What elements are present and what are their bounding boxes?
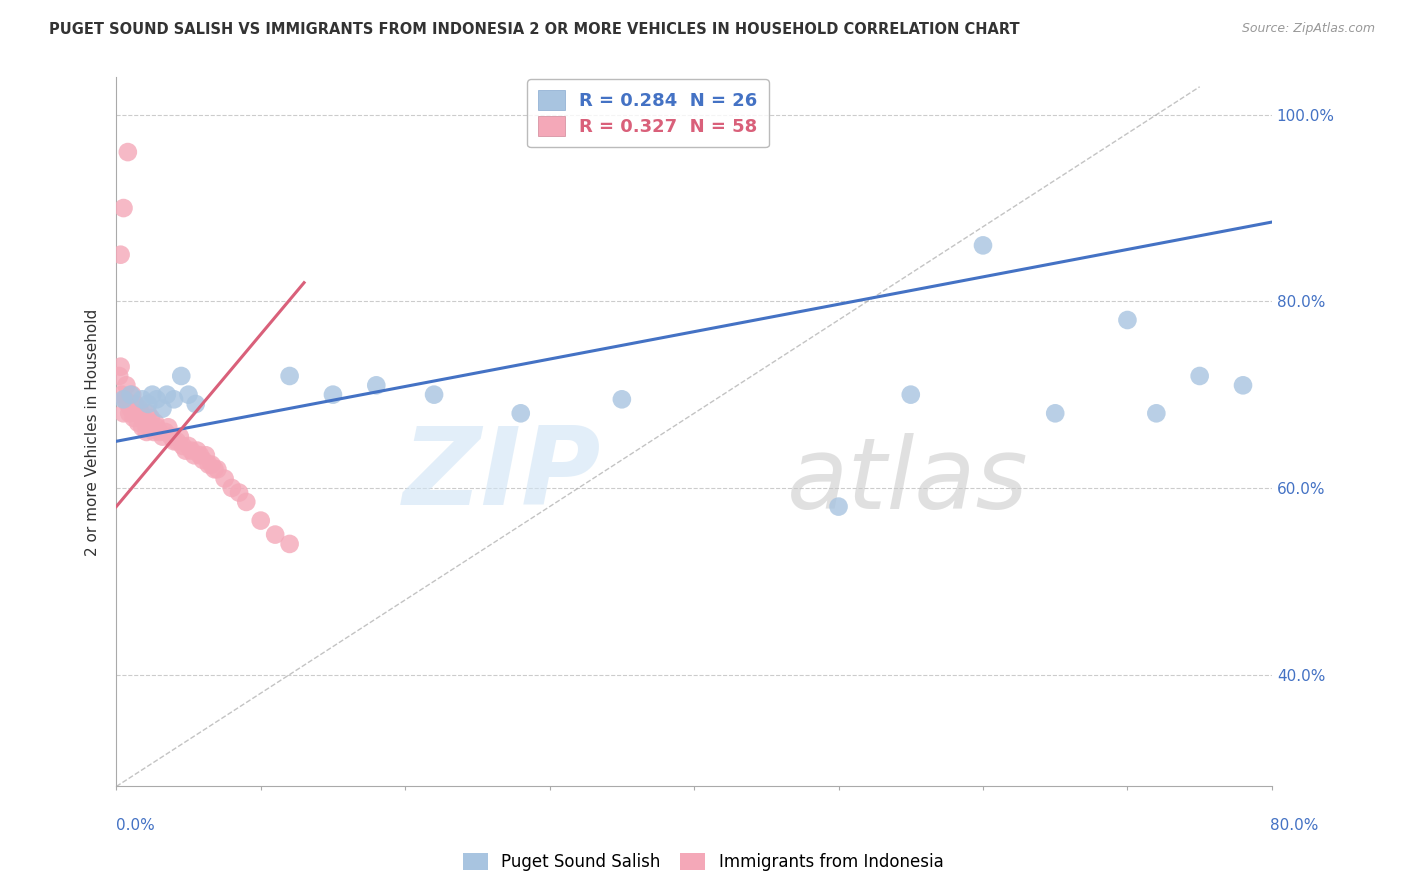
Point: [972, 238, 994, 252]
Point: [201, 458, 224, 472]
Point: [155, 425, 177, 439]
Point: [156, 387, 179, 401]
Point: [184, 397, 207, 411]
Point: [235, 495, 257, 509]
Point: [177, 439, 200, 453]
Text: PUGET SOUND SALISH VS IMMIGRANTS FROM INDONESIA 2 OR MORE VEHICLES IN HOUSEHOLD : PUGET SOUND SALISH VS IMMIGRANTS FROM IN…: [49, 22, 1019, 37]
Point: [1045, 406, 1067, 420]
Point: [120, 401, 142, 416]
Point: [121, 387, 143, 401]
Point: [1116, 313, 1139, 327]
Point: [169, 429, 191, 443]
Point: [134, 416, 156, 430]
Text: Source: ZipAtlas.com: Source: ZipAtlas.com: [1241, 22, 1375, 36]
Point: [145, 392, 167, 407]
Point: [177, 387, 200, 401]
Point: [207, 462, 229, 476]
Point: [111, 387, 134, 401]
Point: [204, 462, 226, 476]
Point: [149, 425, 172, 439]
Point: [142, 425, 165, 439]
Point: [1188, 369, 1211, 384]
Point: [135, 425, 157, 439]
Point: [112, 201, 135, 215]
Point: [132, 411, 155, 425]
Point: [114, 392, 136, 407]
Point: [172, 439, 194, 453]
Point: [366, 378, 388, 392]
Point: [278, 537, 301, 551]
Point: [152, 429, 174, 443]
Point: [194, 448, 217, 462]
Point: [191, 453, 214, 467]
Point: [174, 443, 197, 458]
Point: [108, 369, 131, 384]
Point: [112, 406, 135, 420]
Text: 80.0%: 80.0%: [1270, 818, 1317, 833]
Point: [125, 406, 148, 420]
Text: 0.0%: 0.0%: [117, 818, 155, 833]
Point: [1232, 378, 1254, 392]
Point: [131, 420, 153, 434]
Point: [127, 416, 149, 430]
Point: [138, 420, 160, 434]
Point: [163, 434, 186, 449]
Point: [143, 416, 166, 430]
Point: [110, 359, 132, 374]
Point: [228, 485, 250, 500]
Point: [128, 401, 150, 416]
Point: [170, 369, 193, 384]
Point: [129, 406, 152, 420]
Point: [163, 392, 186, 407]
Point: [183, 448, 205, 462]
Point: [423, 387, 446, 401]
Point: [278, 369, 301, 384]
Point: [900, 387, 922, 401]
Point: [152, 401, 174, 416]
Point: [112, 392, 135, 407]
Point: [188, 448, 211, 462]
Point: [145, 420, 167, 434]
Point: [610, 392, 633, 407]
Point: [136, 397, 159, 411]
Point: [122, 411, 145, 425]
Point: [322, 387, 344, 401]
Point: [131, 392, 153, 407]
Legend: R = 0.284  N = 26, R = 0.327  N = 58: R = 0.284 N = 26, R = 0.327 N = 58: [527, 79, 769, 147]
Point: [139, 411, 162, 425]
Point: [120, 387, 142, 401]
Point: [117, 145, 139, 159]
Point: [197, 458, 219, 472]
Point: [221, 481, 243, 495]
Text: ZIP: ZIP: [404, 422, 602, 527]
Point: [166, 434, 188, 449]
Point: [827, 500, 849, 514]
Point: [141, 387, 163, 401]
Point: [136, 406, 159, 420]
Point: [264, 527, 287, 541]
Point: [157, 420, 180, 434]
Point: [117, 397, 139, 411]
Point: [124, 397, 146, 411]
Point: [110, 248, 132, 262]
Point: [214, 472, 236, 486]
Y-axis label: 2 or more Vehicles in Household: 2 or more Vehicles in Household: [86, 309, 100, 556]
Point: [180, 443, 202, 458]
Text: atlas: atlas: [786, 434, 1028, 530]
Point: [115, 378, 138, 392]
Point: [249, 514, 271, 528]
Point: [509, 406, 531, 420]
Point: [141, 420, 163, 434]
Legend: Puget Sound Salish, Immigrants from Indonesia: Puget Sound Salish, Immigrants from Indo…: [454, 845, 952, 880]
Point: [118, 406, 141, 420]
Point: [1144, 406, 1167, 420]
Point: [186, 443, 208, 458]
Point: [160, 429, 183, 443]
